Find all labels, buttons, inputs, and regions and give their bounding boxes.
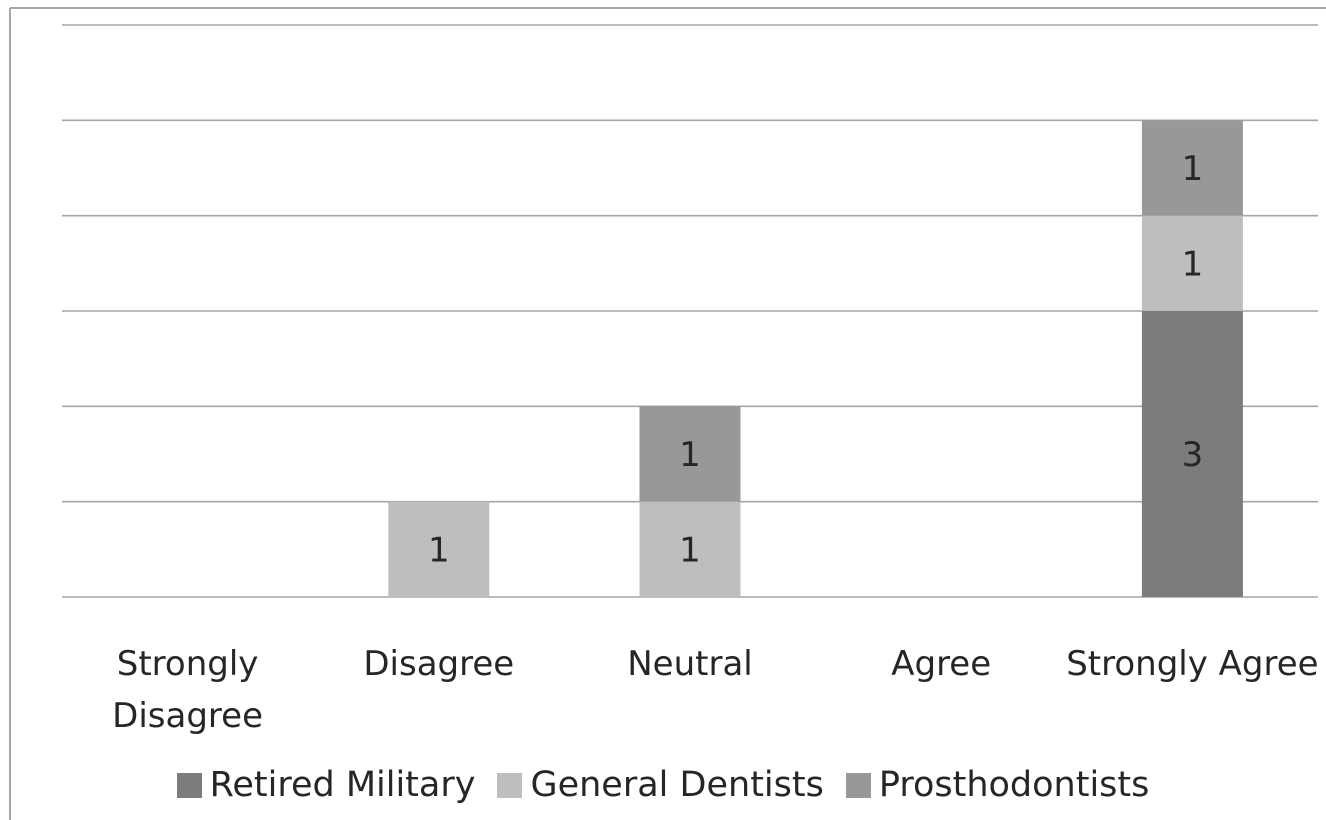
legend-label: Retired Military [209,765,476,805]
data-label: 3 [1182,435,1204,475]
bars [388,120,1243,597]
data-label: 1 [1182,149,1204,189]
x-tick-label: Agree [891,644,991,684]
data-label: 1 [679,530,701,570]
x-tick-label: Disagree [363,644,514,684]
x-tick-label: Strongly Agree [1066,644,1318,684]
legend-swatch [845,772,871,798]
legend-item-general-dentists: General Dentists [497,765,824,805]
bar-segment-prosthodontists [639,406,741,502]
bar-segment-retired-military [1141,311,1243,597]
bar-segment-general-dentists [1141,215,1243,311]
legend-swatch [176,772,202,798]
bar-segment-general-dentists [639,501,741,597]
legend-label: Prosthodontists [878,765,1150,805]
legend-label: General Dentists [530,765,824,805]
data-label: 1 [1182,244,1204,284]
bar-segment-general-dentists [388,501,490,597]
legend-item-retired-military: Retired Military [176,765,476,805]
data-label: 1 [428,530,450,570]
data-label: 1 [679,435,701,475]
legend-item-prosthodontists: Prosthodontists [845,765,1150,805]
legend: Retired Military General Dentists Prosth… [0,760,1326,810]
bar-segment-prosthodontists [1141,120,1243,216]
x-tick-label: Strongly Disagree [112,644,263,736]
x-tick-labels: Strongly Disagree Disagree Neutral Agree Stro… [112,644,1318,736]
data-labels: 1 1 1 3 1 1 [428,149,1203,570]
legend-swatch [497,772,523,798]
x-tick-label: Neutral [627,644,753,684]
